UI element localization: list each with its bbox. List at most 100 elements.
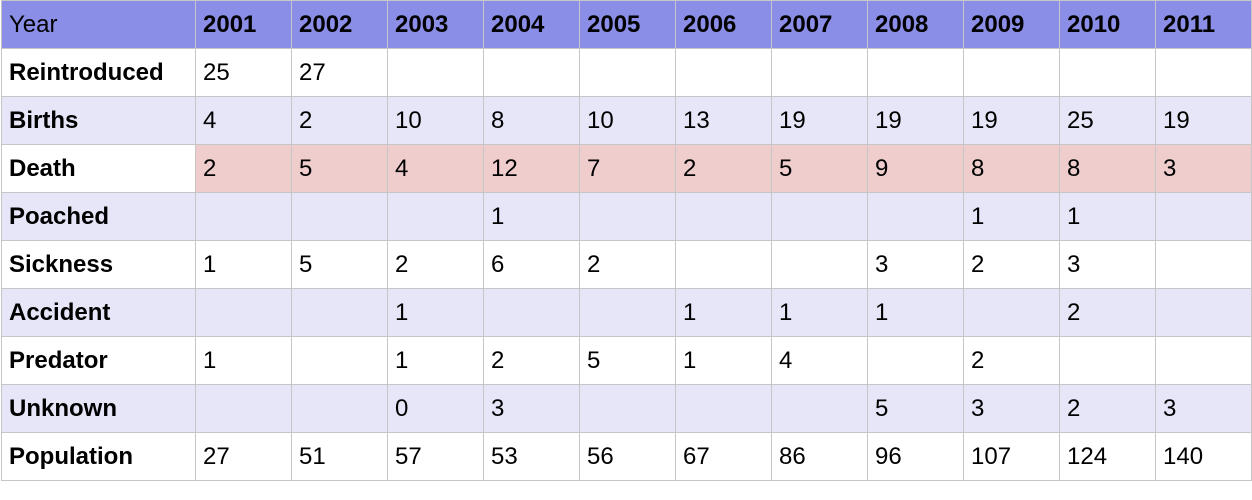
table-cell <box>771 384 868 433</box>
data-table: Year 2001 2002 2003 2004 2005 2006 2007 … <box>1 0 1252 481</box>
year-header-2009: 2009 <box>963 0 1060 49</box>
table-row-predator: Predator 1 1 2 5 1 4 2 <box>1 336 1252 385</box>
table-cell <box>387 192 484 241</box>
table-cell: 2 <box>483 336 580 385</box>
table-cell: 3 <box>1155 144 1252 193</box>
table-cell <box>483 288 580 337</box>
table-cell: 25 <box>1059 96 1156 145</box>
table-cell <box>1155 192 1252 241</box>
table-cell <box>195 384 292 433</box>
table-cell <box>195 288 292 337</box>
table-cell: 19 <box>867 96 964 145</box>
table-cell: 53 <box>483 432 580 481</box>
table-cell: 2 <box>963 240 1060 289</box>
table-cell: 57 <box>387 432 484 481</box>
table-cell <box>1155 336 1252 385</box>
table-row-death: Death 2 5 4 12 7 2 5 9 8 8 3 <box>1 144 1252 193</box>
table-cell: 27 <box>291 48 388 97</box>
row-label: Sickness <box>1 240 196 289</box>
table-cell: 19 <box>1155 96 1252 145</box>
row-label: Births <box>1 96 196 145</box>
table-cell <box>963 48 1060 97</box>
year-header-2011: 2011 <box>1155 0 1252 49</box>
table-cell: 96 <box>867 432 964 481</box>
table-row-unknown: Unknown 0 3 5 3 2 3 <box>1 384 1252 433</box>
table-cell: 3 <box>963 384 1060 433</box>
table-row-population: Population 27 51 57 53 56 67 86 96 107 124 140 <box>1 432 1252 481</box>
table-cell <box>387 48 484 97</box>
table-cell <box>963 288 1060 337</box>
table-cell <box>771 192 868 241</box>
table-row-poached: Poached 1 1 1 <box>1 192 1252 241</box>
table-cell: 124 <box>1059 432 1156 481</box>
table-cell <box>1155 240 1252 289</box>
table-cell <box>867 336 964 385</box>
table-cell: 5 <box>771 144 868 193</box>
table-row-reintroduced: Reintroduced 25 27 <box>1 48 1252 97</box>
table-cell: 56 <box>579 432 676 481</box>
table-cell: 1 <box>963 192 1060 241</box>
table-cell <box>867 192 964 241</box>
table-cell: 4 <box>387 144 484 193</box>
table-cell: 19 <box>771 96 868 145</box>
table-cell: 6 <box>483 240 580 289</box>
table-cell: 13 <box>675 96 772 145</box>
table-cell: 1 <box>483 192 580 241</box>
row-label: Accident <box>1 288 196 337</box>
table-cell: 8 <box>963 144 1060 193</box>
table-cell: 3 <box>1059 240 1156 289</box>
table-cell <box>675 192 772 241</box>
table-cell: 140 <box>1155 432 1252 481</box>
row-label: Population <box>1 432 196 481</box>
table-cell: 2 <box>579 240 676 289</box>
table-cell <box>579 48 676 97</box>
table-cell: 2 <box>291 96 388 145</box>
table-cell: 10 <box>387 96 484 145</box>
table-cell <box>195 192 292 241</box>
year-header-2008: 2008 <box>867 0 964 49</box>
table-cell: 1 <box>195 336 292 385</box>
table-cell: 1 <box>675 336 772 385</box>
table-cell: 4 <box>771 336 868 385</box>
table-cell: 3 <box>867 240 964 289</box>
table-cell: 7 <box>579 144 676 193</box>
year-header-2001: 2001 <box>195 0 292 49</box>
row-label: Reintroduced <box>1 48 196 97</box>
table-cell <box>291 288 388 337</box>
header-year-label: Year <box>1 0 196 49</box>
table-cell: 5 <box>291 144 388 193</box>
table-cell: 5 <box>291 240 388 289</box>
table-body: Reintroduced 25 27 Births 4 2 10 8 10 13 19 19 19 25 1… <box>1 48 1252 481</box>
table-cell: 1 <box>387 288 484 337</box>
row-label: Unknown <box>1 384 196 433</box>
table-cell <box>291 192 388 241</box>
table-cell: 12 <box>483 144 580 193</box>
table-cell <box>1059 48 1156 97</box>
table-cell <box>579 192 676 241</box>
table-cell: 2 <box>675 144 772 193</box>
table-cell <box>291 384 388 433</box>
row-label: Predator <box>1 336 196 385</box>
table-cell: 107 <box>963 432 1060 481</box>
table-cell: 2 <box>1059 288 1156 337</box>
table-cell: 1 <box>675 288 772 337</box>
table-cell: 67 <box>675 432 772 481</box>
table-cell <box>291 336 388 385</box>
year-header-2006: 2006 <box>675 0 772 49</box>
table-cell: 8 <box>1059 144 1156 193</box>
table-cell <box>675 48 772 97</box>
table-cell <box>1059 336 1156 385</box>
year-header-2004: 2004 <box>483 0 580 49</box>
table-cell: 8 <box>483 96 580 145</box>
table-cell: 2 <box>963 336 1060 385</box>
table-cell <box>867 48 964 97</box>
row-label: Poached <box>1 192 196 241</box>
table-cell: 86 <box>771 432 868 481</box>
table-cell <box>675 384 772 433</box>
table-cell: 51 <box>291 432 388 481</box>
table-cell: 2 <box>1059 384 1156 433</box>
table-row-births: Births 4 2 10 8 10 13 19 19 19 25 19 <box>1 96 1252 145</box>
table-cell <box>675 240 772 289</box>
table-cell: 1 <box>867 288 964 337</box>
table-row-accident: Accident 1 1 1 1 2 <box>1 288 1252 337</box>
